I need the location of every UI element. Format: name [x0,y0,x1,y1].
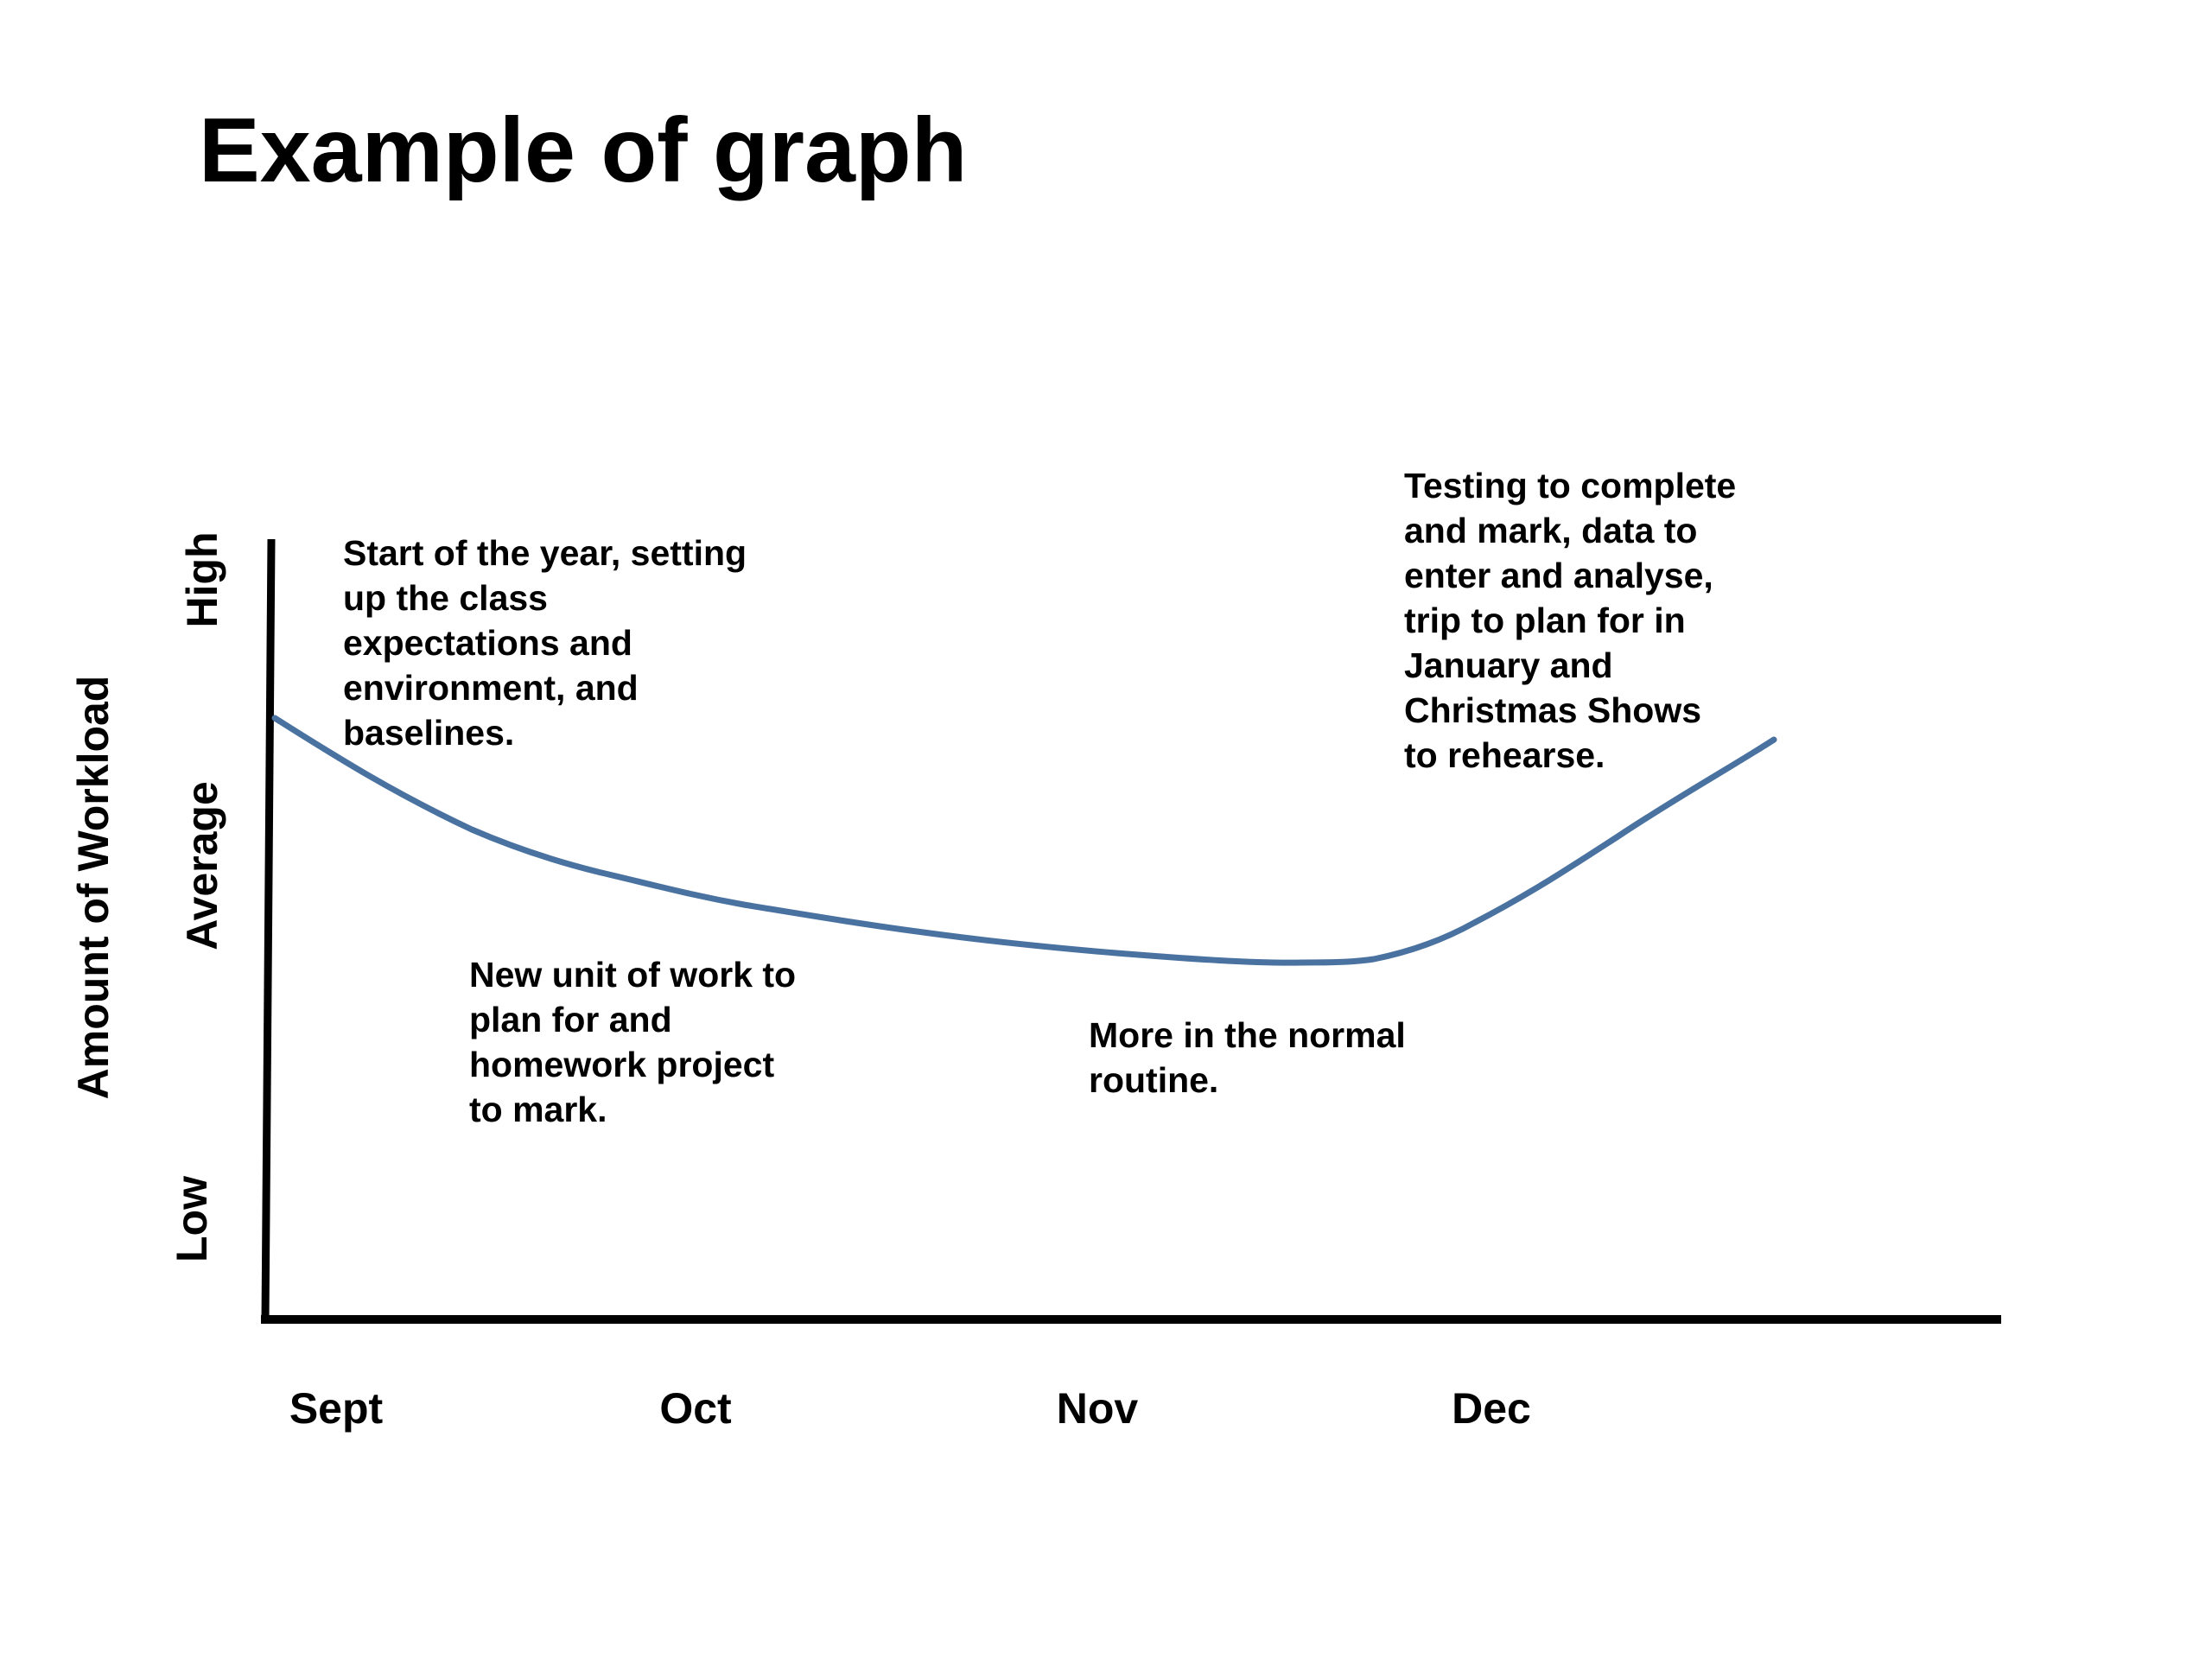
x-label: Sept [289,1384,384,1433]
y-axis-title: Amount of Workload [69,676,118,1100]
annotation-line: routine. [1089,1060,1218,1100]
annotation-line: to mark. [469,1090,607,1129]
annotation-line: Start of the year, setting [343,533,747,573]
slide-title: Example of graph [199,99,967,201]
annotation-line: baselines. [343,713,514,753]
y-axis [261,538,276,1323]
annotation-line: trip to plan for in [1404,601,1686,640]
y-level-label: Average [178,781,226,950]
annotation-line: January and [1404,645,1613,685]
annotation-line: homework project [469,1045,774,1084]
annotation-line: and mark, data to [1404,511,1697,550]
y-level-label: Low [168,1176,216,1262]
annotation-line: More in the normal [1089,1015,1406,1055]
annotation-line: to rehearse. [1404,735,1605,775]
x-label: Dec [1452,1384,1531,1433]
annotation-line: environment, and [343,668,639,708]
annotation-line: up the class [343,578,548,618]
annotation-line: plan for and [469,1000,672,1039]
x-label: Oct [659,1384,732,1433]
annotation-line: Christmas Shows [1404,690,1701,730]
annotation-line: New unit of work to [469,955,796,995]
workload-curve [271,715,1777,966]
x-label: Nov [1057,1384,1139,1433]
annotation-line: Testing to complete [1404,466,1736,505]
annotation-line: enter and analyse, [1404,556,1713,595]
y-level-label: High [178,531,226,627]
annotation-line: expectations and [343,623,632,663]
